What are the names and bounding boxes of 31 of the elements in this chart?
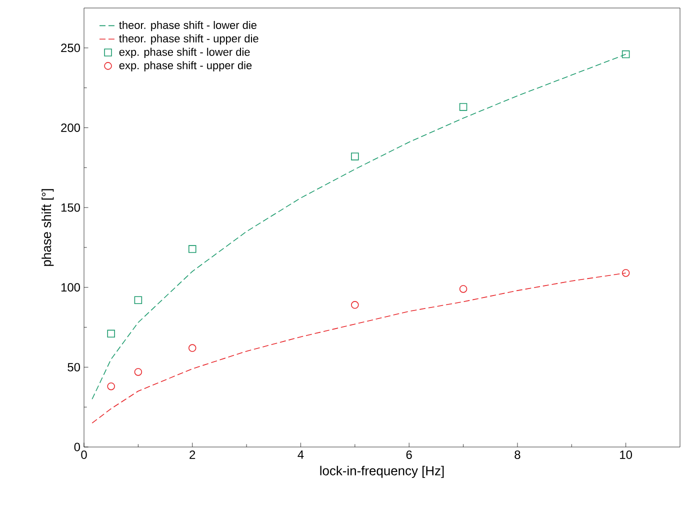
x-tick-label: 6: [406, 450, 412, 459]
x-tick-label: 0: [81, 450, 87, 459]
point: [107, 382, 115, 390]
point: [459, 285, 468, 293]
point: [134, 368, 142, 376]
point: [622, 269, 630, 277]
y-axis-title: phase shift [°]: [42, 189, 54, 266]
x-tick-label: 4: [298, 450, 304, 459]
legend-label: exp. phase shift - upper die: [119, 61, 252, 72]
legend-label: exp. phase shift - lower die: [119, 48, 250, 58]
x-axis-title: lock-in-frequency [Hz]: [320, 466, 444, 478]
legend-label: theor. phase shift - upper die: [119, 34, 258, 45]
point: [188, 245, 196, 253]
point: [622, 50, 630, 58]
x-tick-label: 2: [190, 450, 196, 459]
y-tick-label: 250: [61, 44, 80, 52]
y-tick-label: 150: [61, 203, 80, 212]
point: [134, 296, 142, 304]
x-tick-label: 10: [620, 450, 632, 459]
y-tick-label: 100: [61, 283, 80, 292]
point: [459, 103, 468, 111]
point: [107, 330, 115, 338]
y-tick-label: 50: [68, 362, 80, 372]
point: [351, 301, 359, 309]
y-tick-label: 200: [61, 123, 80, 132]
point: [351, 152, 359, 160]
line-series: [92, 272, 626, 424]
x-tick-label: 8: [514, 450, 520, 459]
point: [188, 344, 196, 352]
legend-label: theor. phase shift - lower die: [119, 20, 256, 32]
y-tick-label: 0: [74, 442, 80, 452]
